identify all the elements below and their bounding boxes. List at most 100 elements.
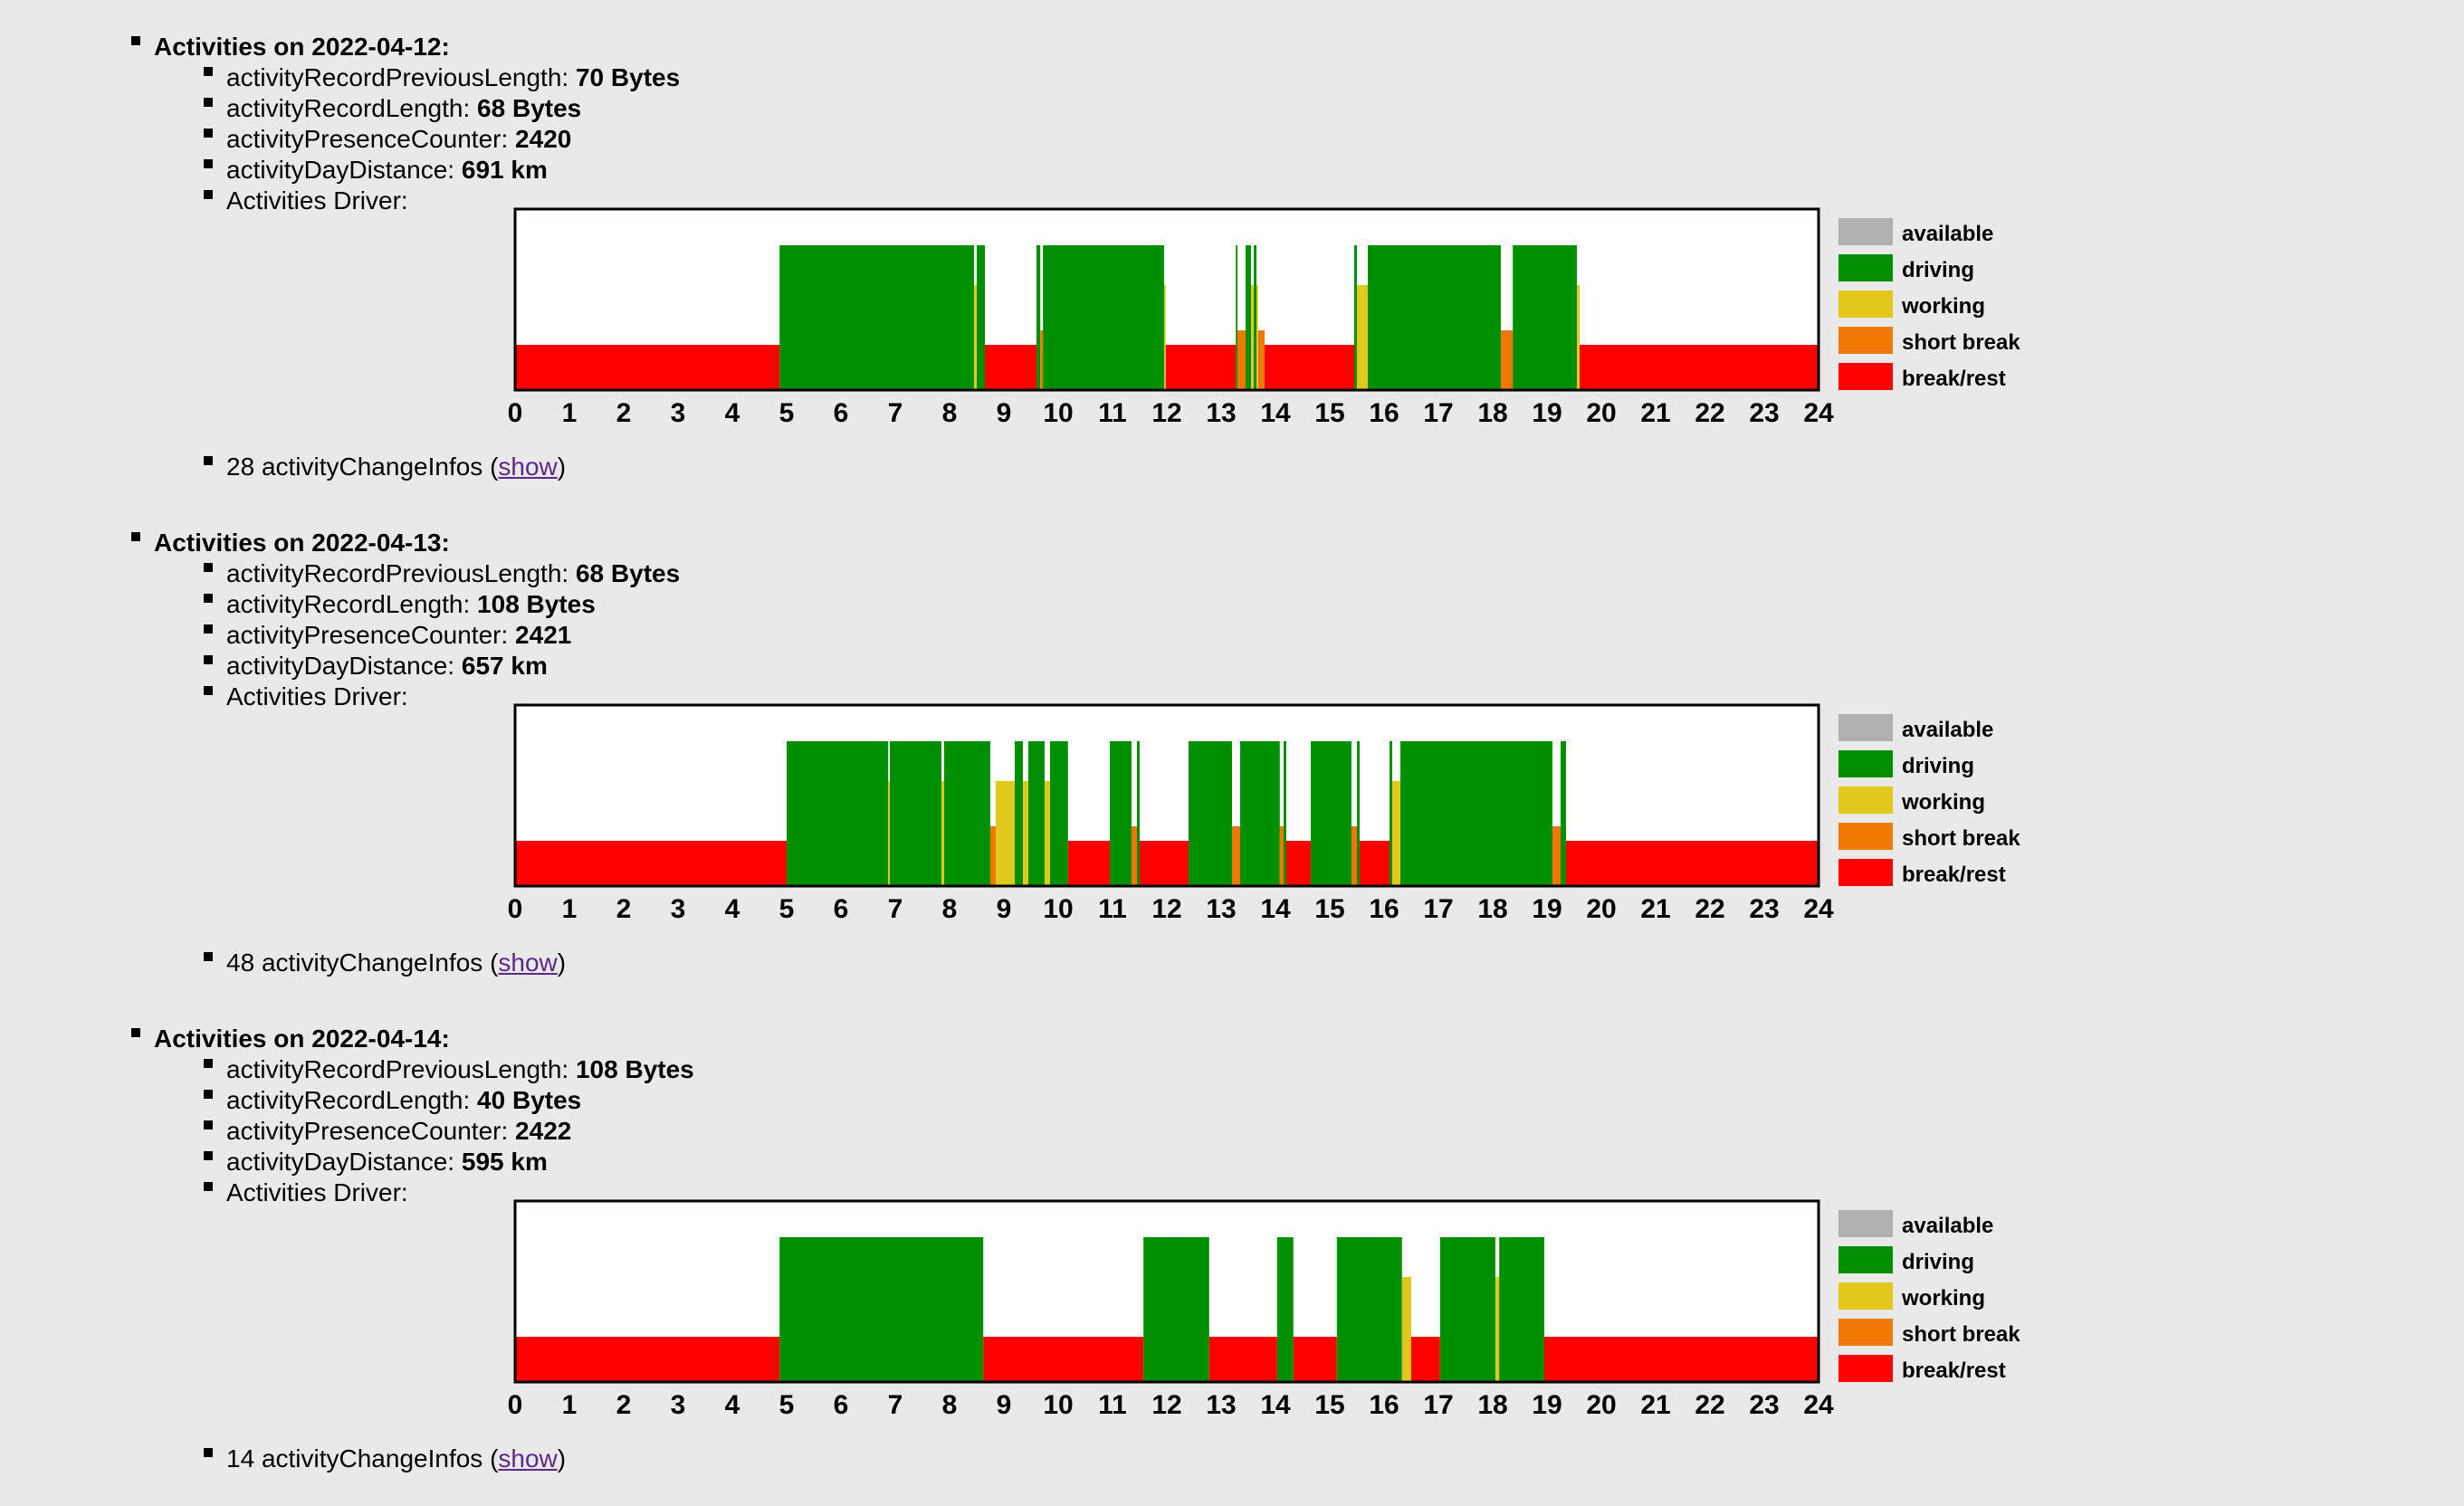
legend-swatch (1838, 1355, 1893, 1382)
x-tick-label: 6 (834, 894, 849, 924)
activity-bar-driving (787, 741, 889, 886)
x-tick-label: 20 (1586, 894, 1616, 924)
activity-bar-working (996, 781, 1015, 886)
activity-bar-working (1495, 1277, 1500, 1382)
x-tick-label: 10 (1043, 398, 1073, 428)
show-change-infos-link[interactable]: show (498, 948, 558, 977)
record-length-row: activityRecordLength: 108 Bytes (226, 589, 596, 620)
legend-label: short break (1902, 1322, 2020, 1347)
x-tick-label: 14 (1260, 894, 1291, 924)
activity-day-section: Activities on 2022-04-13: activityRecordP… (0, 521, 2464, 1010)
x-tick-label: 11 (1098, 894, 1127, 924)
x-tick-label: 13 (1206, 894, 1236, 924)
record-length-label: activityRecordLength: (226, 1086, 471, 1114)
activity-bar-short-break (1552, 826, 1561, 886)
legend-label: available (1902, 222, 1993, 246)
legend-swatch (1838, 786, 1893, 814)
legend-label: available (1902, 718, 1993, 742)
x-tick-label: 23 (1749, 398, 1779, 428)
activity-bar-driving (1400, 741, 1552, 886)
activity-bar-driving (1036, 245, 1041, 390)
presence-counter-row: activityPresenceCounter: 2421 (226, 620, 571, 651)
presence-counter-label: activityPresenceCounter: (226, 1117, 509, 1145)
show-change-infos-link[interactable]: show (498, 1444, 558, 1473)
legend-swatch (1838, 750, 1893, 777)
activity-day-section: Activities on 2022-04-12: activityRecordP… (0, 25, 2464, 514)
x-tick-label: 18 (1477, 894, 1507, 924)
activity-bar-driving (1561, 741, 1566, 886)
plot-frame (513, 207, 1820, 392)
x-tick-label: 2 (616, 398, 632, 428)
x-tick-label: 8 (942, 894, 958, 924)
activity-bar-driving (1284, 741, 1286, 886)
x-tick-label: 7 (888, 1390, 903, 1420)
legend-label: working (1901, 790, 1985, 815)
x-tick-label: 23 (1749, 894, 1779, 924)
x-tick-label: 4 (725, 894, 740, 924)
x-tick-label: 22 (1695, 398, 1724, 428)
activity-timeline-chart: 0 1 2 3 4 5 6 7 8 9 10 11 12 13 14 15 16 17 18 19 20 21 22 23 24… (508, 1199, 2020, 1420)
legend-swatch (1838, 1210, 1893, 1237)
activity-bar-break-rest (1208, 1337, 1277, 1382)
x-tick-label: 19 (1532, 398, 1561, 428)
activity-bar-driving (1137, 741, 1140, 886)
record-length-row: activityRecordLength: 68 Bytes (226, 93, 581, 124)
x-tick-label: 9 (997, 1390, 1012, 1420)
x-tick-label: 14 (1260, 1390, 1291, 1420)
x-tick-label: 11 (1098, 1390, 1127, 1420)
change-infos-row: 14 activityChangeInfos (show) (226, 1444, 567, 1473)
activity-bar-break-rest (1293, 1337, 1337, 1382)
x-tick-label: 0 (508, 1390, 523, 1420)
presence-counter-row: activityPresenceCounter: 2420 (226, 124, 571, 155)
activity-bar-short-break (1232, 826, 1240, 886)
record-length-label: activityRecordLength: (226, 590, 471, 618)
legend-label: driving (1902, 754, 1974, 778)
x-tick-label: 6 (834, 1390, 849, 1420)
activity-bar-break-rest (1580, 345, 1819, 390)
legend-swatch (1838, 327, 1893, 354)
activity-bar-break-rest (1265, 345, 1354, 390)
list-bullet (204, 563, 213, 572)
day-heading: Activities on 2022-04-14: (154, 1025, 450, 1053)
x-tick-label: 5 (779, 1390, 795, 1420)
activity-bar-driving (1043, 245, 1164, 390)
x-tick-label: 16 (1369, 894, 1399, 924)
activity-day-section: Activities on 2022-04-14: activityRecordP… (0, 1017, 2464, 1506)
x-tick-label: 0 (508, 894, 523, 924)
show-change-infos-link[interactable]: show (498, 453, 558, 481)
day-distance-value: 691 km (461, 156, 548, 184)
legend-swatch (1838, 1282, 1893, 1310)
x-tick-label: 5 (779, 398, 795, 428)
activity-bar-break-rest (1544, 1337, 1819, 1382)
activity-bar-break-rest (1566, 841, 1819, 886)
list-bullet (131, 36, 140, 45)
legend-label: short break (1902, 826, 2020, 851)
list-bullet (204, 1120, 213, 1130)
x-tick-label: 12 (1151, 894, 1181, 924)
activity-bar-break-rest (1140, 841, 1189, 886)
activity-bar-break-rest (985, 345, 1036, 390)
x-tick-label: 14 (1260, 398, 1291, 428)
x-tick-label: 20 (1586, 1390, 1616, 1420)
activity-bar-driving (1246, 245, 1251, 390)
x-tick-label: 15 (1314, 1390, 1344, 1420)
x-tick-label: 8 (942, 398, 958, 428)
activity-bar-break-rest (983, 1337, 1144, 1382)
x-tick-label: 23 (1749, 1390, 1779, 1420)
activity-bar-driving (1254, 245, 1256, 390)
day-distance-row: activityDayDistance: 657 km (226, 651, 548, 682)
activity-bar-working (974, 285, 977, 390)
x-tick-label: 1 (562, 894, 578, 924)
legend-swatch (1838, 363, 1893, 390)
x-tick-label: 9 (997, 398, 1012, 428)
activity-bar-short-break (1040, 330, 1044, 390)
x-tick-label: 7 (888, 894, 903, 924)
change-infos-label: activityChangeInfos (261, 948, 483, 977)
legend-label: driving (1902, 258, 1974, 282)
x-tick-label: 9 (997, 894, 1012, 924)
list-bullet (204, 1151, 213, 1160)
record-length-label: activityRecordLength: (226, 94, 471, 122)
list-bullet (204, 98, 213, 107)
x-tick-label: 11 (1098, 398, 1127, 428)
list-bullet (204, 67, 213, 76)
